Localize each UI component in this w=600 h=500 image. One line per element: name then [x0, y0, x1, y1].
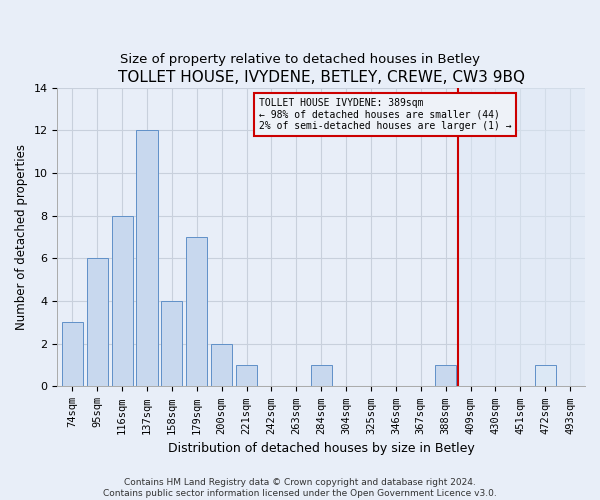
Y-axis label: Number of detached properties: Number of detached properties [15, 144, 28, 330]
Bar [458, 88, 585, 387]
Bar [435, 365, 456, 386]
X-axis label: Distribution of detached houses by size in Betley: Distribution of detached houses by size … [168, 442, 475, 455]
Bar [112, 216, 133, 386]
Bar [62, 322, 83, 386]
Bar [161, 301, 182, 386]
Text: TOLLET HOUSE IVYDENE: 389sqm
← 98% of detached houses are smaller (44)
2% of sem: TOLLET HOUSE IVYDENE: 389sqm ← 98% of de… [259, 98, 512, 132]
Text: Contains HM Land Registry data © Crown copyright and database right 2024.
Contai: Contains HM Land Registry data © Crown c… [103, 478, 497, 498]
Bar [86, 258, 108, 386]
Bar [535, 365, 556, 386]
Bar [136, 130, 158, 386]
Bar [236, 365, 257, 386]
Title: TOLLET HOUSE, IVYDENE, BETLEY, CREWE, CW3 9BQ: TOLLET HOUSE, IVYDENE, BETLEY, CREWE, CW… [118, 70, 525, 85]
Text: Size of property relative to detached houses in Betley: Size of property relative to detached ho… [120, 52, 480, 66]
Bar [186, 237, 208, 386]
Bar [311, 365, 332, 386]
Bar [211, 344, 232, 386]
